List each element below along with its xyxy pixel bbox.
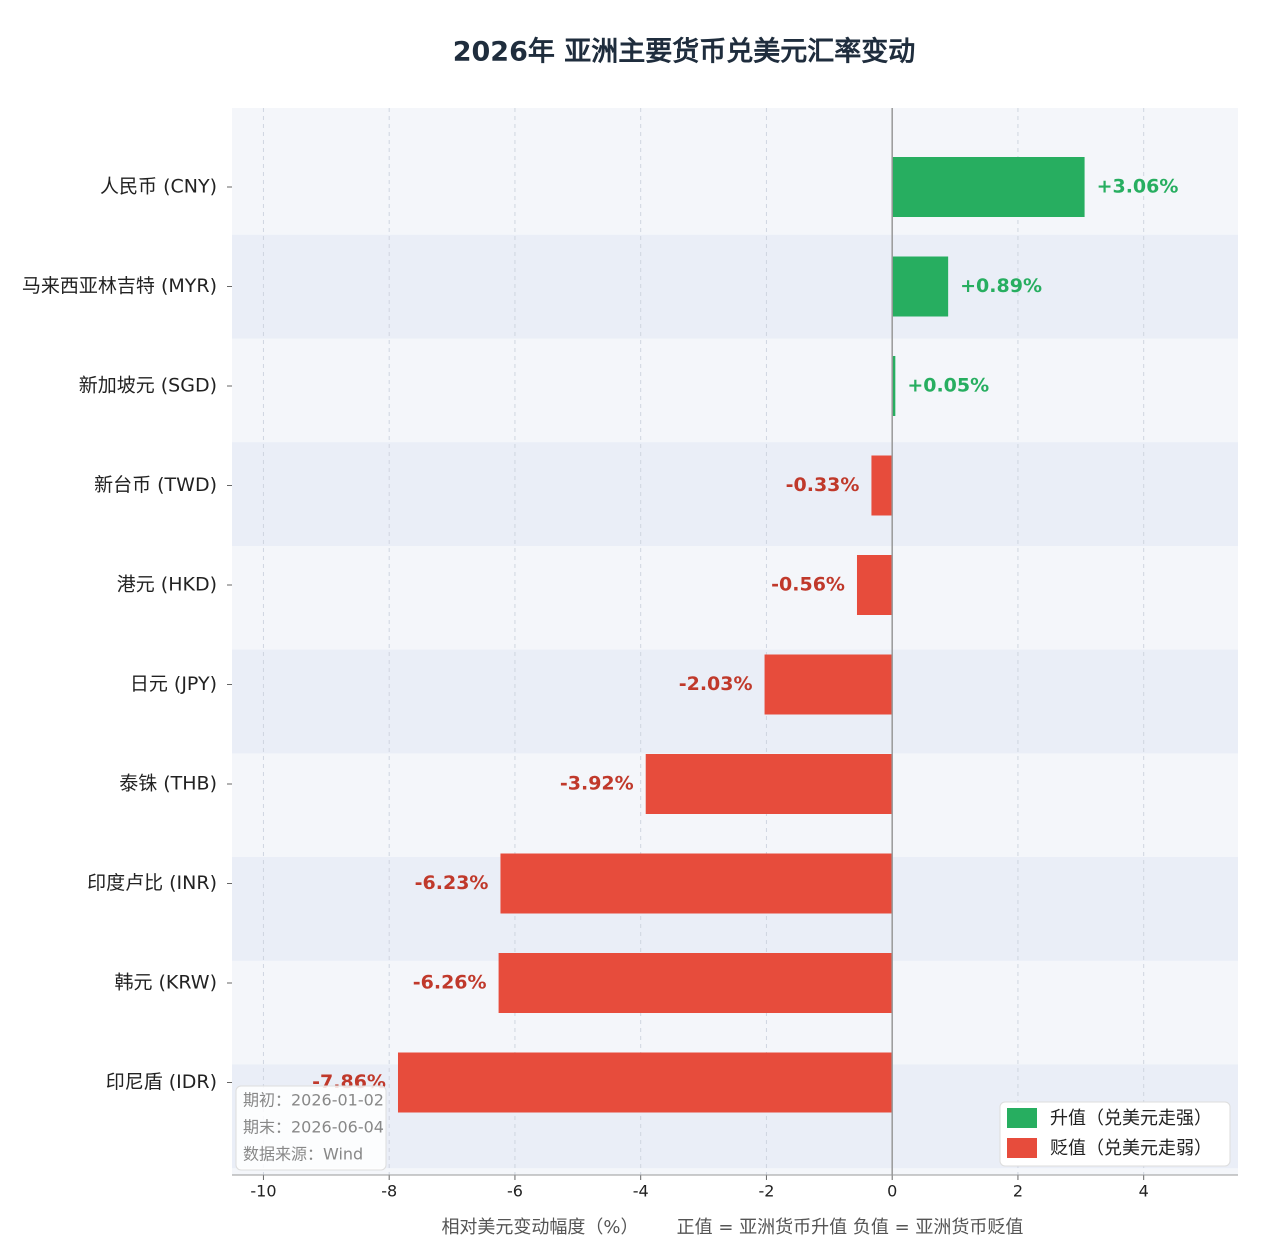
data-label: -3.92% [560,773,634,795]
legend-box [999,1101,1231,1167]
legend-swatch [1007,1108,1037,1128]
bar [500,853,893,914]
y-tick-label: 泰铢 (THB) [119,773,217,795]
bar [892,157,1085,217]
legend-label: 贬值（兑美元走弱） [1050,1138,1212,1159]
y-tick-label: 新加坡元 (SGD) [79,375,217,397]
data-label: -0.56% [771,574,845,596]
bar [871,455,893,516]
row-band [232,649,1238,754]
y-tick-label: 日元 (JPY) [130,673,217,695]
y-tick-label: 港元 (HKD) [117,574,217,596]
x-tick-label: -4 [633,1182,649,1201]
legend-swatch [1007,1138,1037,1158]
x-tick-label: -8 [381,1182,397,1201]
x-axis-note: 正值 = 亚洲货币升值 负值 = 亚洲货币贬值 [677,1217,1024,1238]
bar [856,555,893,615]
y-tick-label: 韩元 (KRW) [114,972,217,994]
data-label: +3.06% [1097,176,1179,198]
x-tick-label: -2 [758,1182,774,1201]
x-tick-label: -6 [507,1182,523,1201]
data-label: -2.03% [679,673,753,695]
data-label: +0.05% [907,375,989,397]
y-tick-label: 印尼盾 (IDR) [106,1071,217,1093]
row-band [232,234,1238,339]
bar [498,953,893,1013]
x-tick-label: -10 [250,1182,276,1201]
bar [645,754,893,814]
bars [397,157,1085,1113]
x-tick-label: 4 [1139,1182,1149,1201]
annotation-box [235,1085,387,1171]
data-label: -6.26% [413,972,487,994]
legend-label: 升值（兑美元走强） [1050,1108,1212,1129]
data-label: -0.33% [786,474,860,496]
x-axis-label: 相对美元变动幅度（%） [441,1217,638,1238]
bar [892,356,896,416]
y-tick-label: 新台币 (TWD) [94,474,217,496]
y-tick-label: 马来西亚林吉特 (MYR) [22,275,217,297]
x-tick-label: 0 [887,1182,897,1201]
bar [764,654,893,715]
bar [397,1052,893,1113]
row-band [232,442,1238,546]
y-tick-label: 人民币 (CNY) [100,176,217,198]
data-label: -6.23% [415,872,489,894]
x-tick-label: 2 [1013,1182,1023,1201]
bar [892,256,949,317]
annotation: 数据来源：Wind [243,1145,363,1164]
data-label: +0.89% [960,275,1042,297]
annotation: 期末：2026-06-04 [243,1118,384,1137]
annotation: 期初：2026-01-02 [243,1091,384,1110]
y-tick-label: 印度卢比 (INR) [87,872,217,894]
chart-title: 2026年 亚洲主要货币兑美元汇率变动 [453,36,916,68]
